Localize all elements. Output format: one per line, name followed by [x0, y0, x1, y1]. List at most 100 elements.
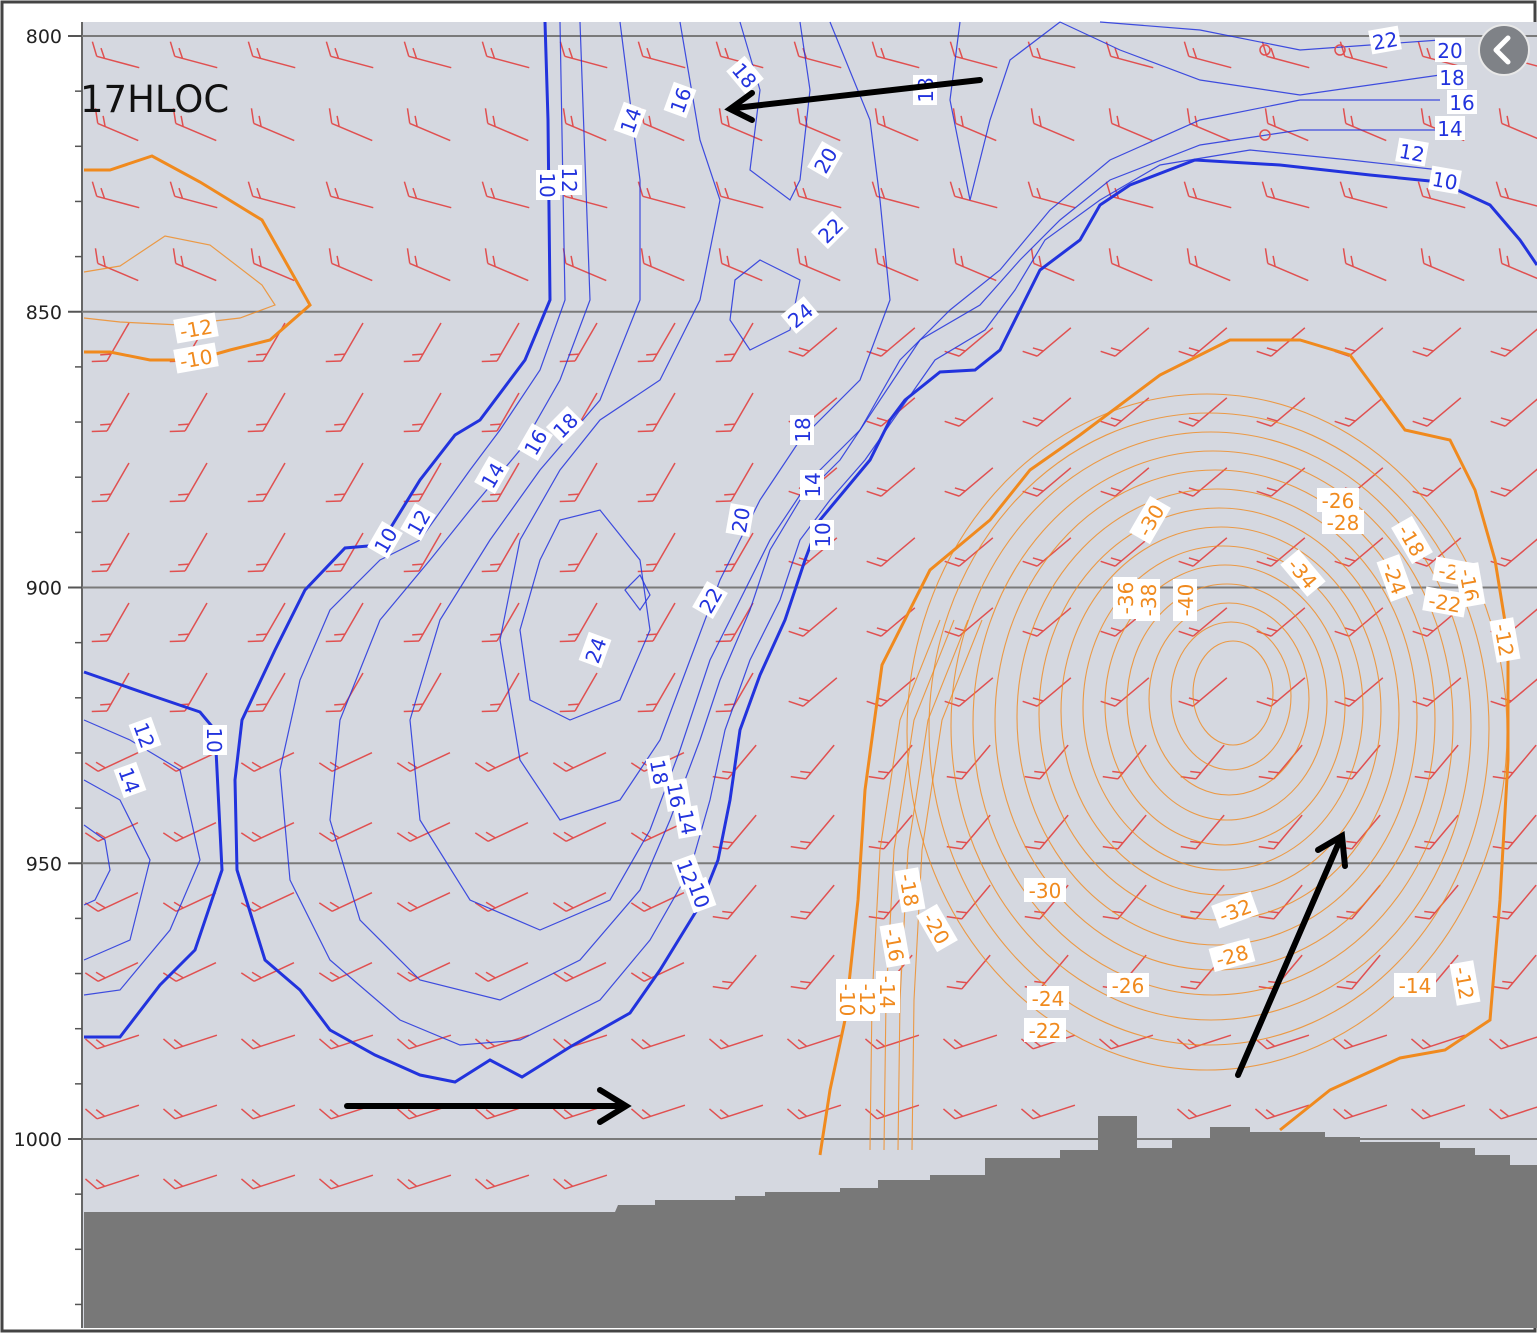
wind-barb — [1256, 537, 1306, 567]
wind-barb — [318, 892, 373, 912]
wind-barb — [552, 962, 607, 982]
wind-barb — [162, 1104, 218, 1120]
contour-label-text: -22 — [1427, 588, 1463, 617]
contour-label-text: -14 — [1399, 974, 1432, 998]
wind-barb — [1412, 397, 1462, 427]
contour-label-bg — [1422, 586, 1468, 618]
contour-label: 20 — [1435, 38, 1465, 63]
wind-barb — [1022, 467, 1072, 497]
pos-contour-10-main — [233, 21, 1537, 1084]
wind-barb — [1256, 467, 1306, 497]
wind-barb — [240, 1104, 296, 1120]
contour-label: 14 — [800, 470, 825, 500]
contour-label: -26 — [1107, 973, 1149, 998]
positive-contours — [83, 21, 1537, 1084]
wind-barb — [786, 1034, 842, 1050]
wind-barb — [1102, 884, 1147, 920]
wind-barb — [94, 108, 139, 142]
wind-barb — [1488, 1104, 1537, 1120]
pos-contour-line — [83, 779, 151, 961]
contour-label-bg — [800, 470, 824, 500]
contour-label-text: -12 — [855, 984, 879, 1017]
wind-barb — [325, 181, 374, 209]
neg-contour-line — [883, 619, 955, 1151]
wind-barb — [1030, 248, 1075, 282]
contour-label-bg — [1027, 986, 1069, 1010]
contour-label-text: 14 — [1437, 117, 1462, 141]
wind-barb — [944, 467, 994, 497]
wind-barb — [1024, 814, 1069, 850]
wind-barb — [1339, 181, 1388, 209]
pos-contour-line — [1099, 21, 1441, 51]
wind-barb — [1178, 537, 1228, 567]
negative-contours — [83, 154, 1510, 1156]
contour-label: 18 — [1437, 65, 1467, 90]
contour-label-text: 16 — [1449, 91, 1474, 115]
wind-barb — [318, 962, 373, 982]
contour-label-bg — [1428, 165, 1462, 195]
contour-label-text: -18 — [894, 872, 923, 908]
wind-barb — [552, 1174, 608, 1190]
contour-label-bg — [1173, 579, 1197, 621]
wind-barb — [84, 1104, 140, 1120]
back-button[interactable] — [1478, 24, 1530, 76]
contour-label: 18 — [645, 755, 675, 789]
contour-label: 20 — [725, 503, 755, 537]
wind-barb — [637, 672, 676, 713]
wind-barb — [1492, 884, 1537, 920]
contour-label: 12 — [128, 716, 162, 754]
contour-label: 10 — [810, 520, 835, 550]
wind-barb — [559, 41, 608, 69]
wind-barb — [630, 1104, 686, 1120]
neg-ring — [906, 393, 1508, 1071]
pos-contour-10-left — [83, 670, 224, 1039]
contour-label-text: 14 — [673, 808, 701, 837]
contour-label-text: -14 — [875, 976, 899, 1009]
contour-label-bg — [1211, 891, 1259, 929]
wind-barb — [172, 248, 217, 282]
wind-barb — [481, 392, 520, 433]
wind-barb — [562, 108, 607, 142]
wind-barb — [790, 814, 835, 850]
wind-barb — [790, 954, 835, 990]
contour-label: 12 — [557, 165, 582, 195]
pos-contour-line — [949, 21, 1061, 201]
wind-barb — [559, 462, 598, 503]
wind-barb — [474, 892, 529, 912]
wind-barb — [715, 462, 754, 503]
wind-barb — [396, 962, 451, 982]
wind-barb — [1336, 954, 1381, 990]
wind-barb — [1261, 181, 1310, 209]
contour-label: -14 — [1394, 973, 1436, 998]
wind-barb — [1334, 677, 1384, 707]
wind-barb — [1498, 248, 1537, 282]
contour-label: -12 — [1489, 617, 1521, 663]
corner-label: 17HLOC — [80, 78, 230, 121]
wind-barb — [1178, 607, 1228, 637]
wind-barb — [169, 392, 208, 433]
contour-label-text: -10 — [835, 984, 859, 1017]
wind-barb — [874, 248, 919, 282]
contour-label-text: 16 — [662, 781, 690, 810]
contour-label: 16 — [1447, 90, 1477, 115]
wind-barb — [874, 108, 919, 142]
contour-label: -14 — [875, 971, 900, 1013]
wind-barb — [247, 462, 286, 503]
contour-label: 14 — [1435, 116, 1465, 141]
contour-label-bg — [545, 405, 585, 445]
contour-label-bg — [578, 631, 612, 669]
contour-label: 10 — [1428, 165, 1462, 195]
wind-barb — [318, 1174, 374, 1190]
wind-barb — [1332, 1034, 1388, 1050]
contour-label: 10 — [535, 170, 560, 200]
wind-barb — [1102, 744, 1147, 780]
wind-barb — [1024, 744, 1069, 780]
contour-label-text: -38 — [1137, 584, 1161, 617]
contour-label-text: -26 — [1322, 489, 1355, 513]
contour-label-bg — [1317, 488, 1359, 512]
wind-barb — [247, 602, 286, 643]
wind-barb — [474, 822, 529, 842]
wind-barb — [1022, 537, 1072, 567]
wind-barb — [1027, 181, 1076, 209]
wind-barb — [1488, 1034, 1537, 1050]
